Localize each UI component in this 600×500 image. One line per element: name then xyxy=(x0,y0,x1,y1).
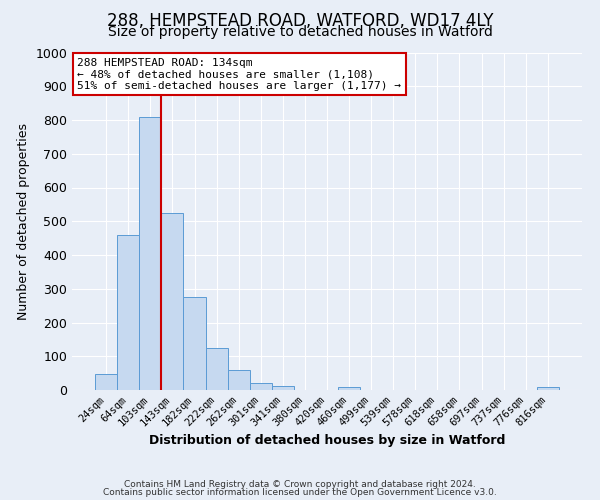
Bar xyxy=(206,348,227,390)
Bar xyxy=(184,297,206,390)
Bar xyxy=(537,386,559,390)
Text: Size of property relative to detached houses in Watford: Size of property relative to detached ho… xyxy=(107,25,493,39)
Text: 288, HEMPSTEAD ROAD, WATFORD, WD17 4LY: 288, HEMPSTEAD ROAD, WATFORD, WD17 4LY xyxy=(107,12,493,30)
Bar xyxy=(161,213,184,390)
Y-axis label: Number of detached properties: Number of detached properties xyxy=(17,122,30,320)
Bar xyxy=(139,116,161,390)
Bar xyxy=(227,370,250,390)
Text: Contains HM Land Registry data © Crown copyright and database right 2024.: Contains HM Land Registry data © Crown c… xyxy=(124,480,476,489)
Bar xyxy=(272,386,294,390)
Bar xyxy=(338,388,360,390)
Bar xyxy=(117,235,139,390)
Text: 288 HEMPSTEAD ROAD: 134sqm
← 48% of detached houses are smaller (1,108)
51% of s: 288 HEMPSTEAD ROAD: 134sqm ← 48% of deta… xyxy=(77,58,401,91)
Bar xyxy=(250,382,272,390)
X-axis label: Distribution of detached houses by size in Watford: Distribution of detached houses by size … xyxy=(149,434,505,447)
Bar xyxy=(95,374,117,390)
Text: Contains public sector information licensed under the Open Government Licence v3: Contains public sector information licen… xyxy=(103,488,497,497)
